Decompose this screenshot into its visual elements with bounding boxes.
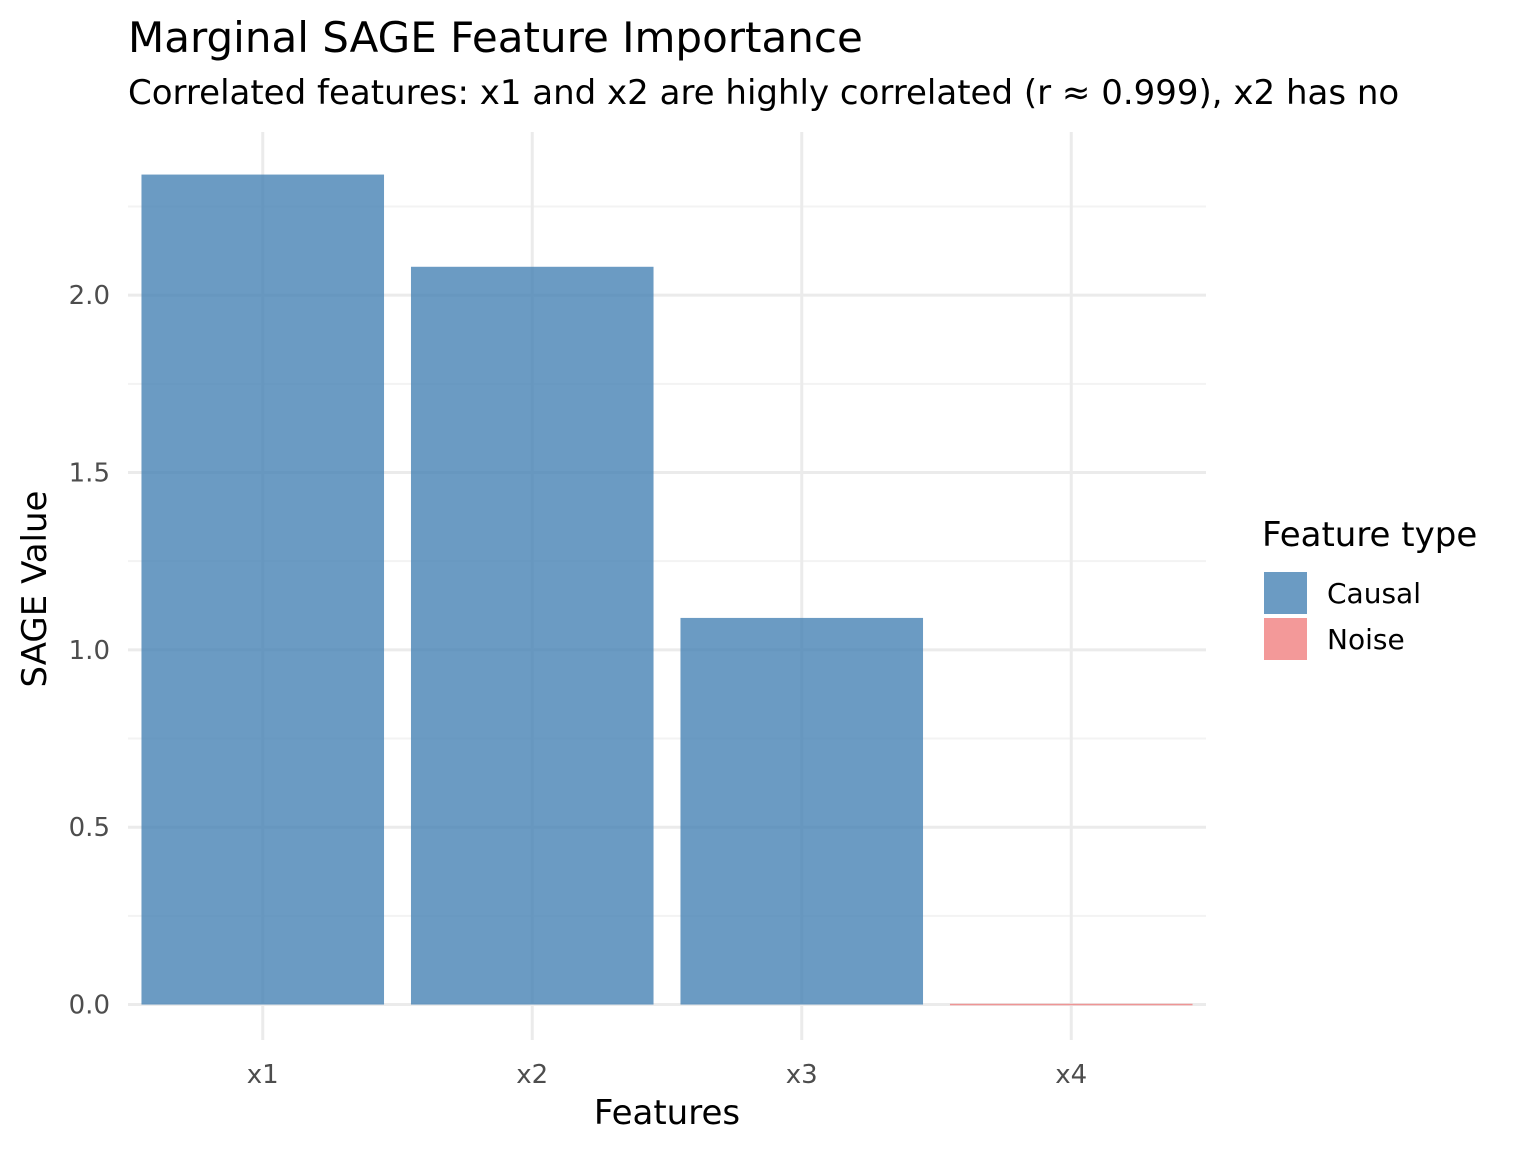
y-axis-ticks: 0.0 0.5 1.0 1.5 2.0	[69, 281, 110, 1020]
y-tick-label: 0.0	[69, 991, 110, 1021]
y-tick-label: 0.5	[69, 813, 110, 843]
x-tick-label: x3	[786, 1060, 818, 1090]
legend-swatch-causal	[1264, 572, 1307, 614]
chart-title: Marginal SAGE Feature Importance	[128, 13, 863, 62]
y-tick-label: 2.0	[69, 281, 110, 311]
x-tick-label: x1	[247, 1060, 279, 1090]
bar-x1	[141, 174, 385, 1005]
legend: Feature type Causal Noise	[1262, 515, 1477, 660]
bar-x2	[410, 266, 654, 1005]
x-axis-ticks: x1 x2 x3 x4	[247, 1060, 1087, 1090]
x-tick-label: x2	[516, 1060, 548, 1090]
y-axis-title: SAGE Value	[15, 491, 55, 688]
legend-swatch-noise	[1264, 618, 1307, 660]
chart-subtitle: Correlated features: x1 and x2 are highl…	[128, 73, 1399, 113]
bars	[141, 174, 1193, 1006]
legend-label-noise: Noise	[1327, 623, 1405, 656]
y-tick-label: 1.0	[69, 636, 110, 666]
x-tick-label: x4	[1055, 1060, 1087, 1090]
bar-x4	[949, 1003, 1193, 1006]
legend-title: Feature type	[1262, 515, 1477, 555]
legend-entries: Causal Noise	[1264, 572, 1421, 660]
legend-label-causal: Causal	[1327, 577, 1421, 610]
x-axis-title: Features	[594, 1093, 740, 1133]
bar-x3	[680, 617, 924, 1005]
y-tick-label: 1.5	[69, 459, 110, 489]
